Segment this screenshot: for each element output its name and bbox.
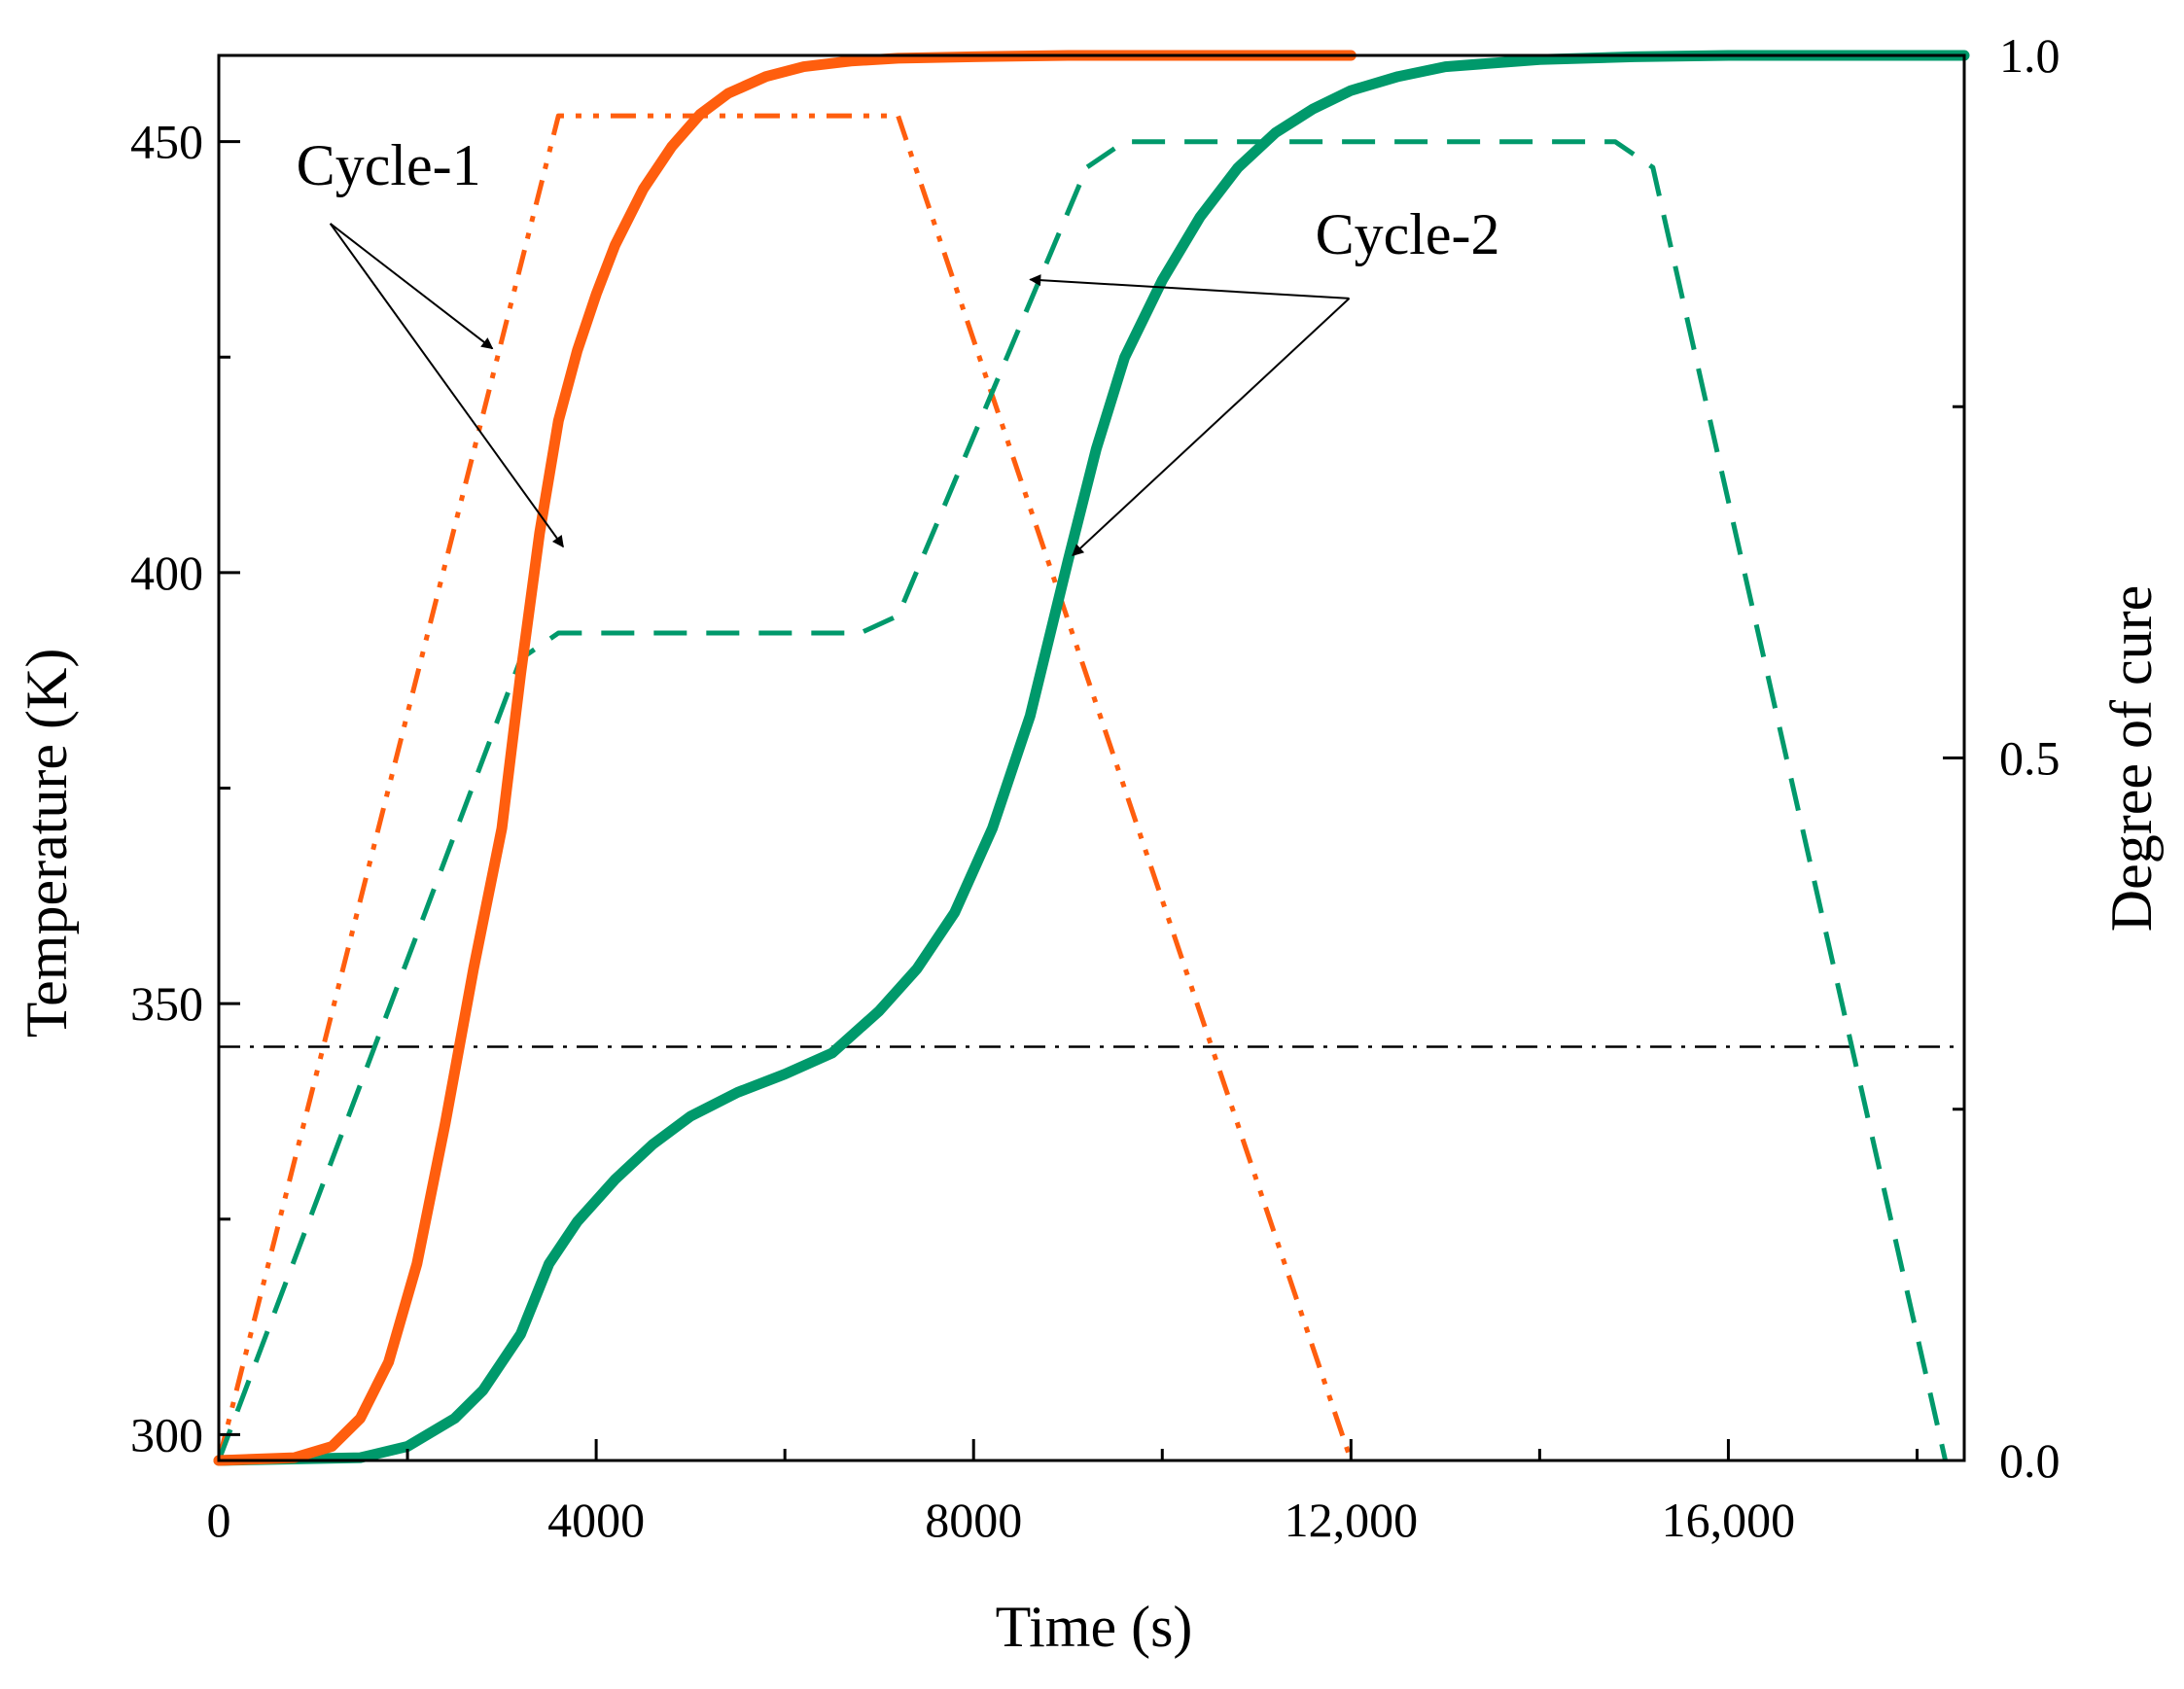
x-tick-label: 8000 [925,1493,1022,1547]
annotation-cycle-2: Cycle-2 [1316,202,1500,266]
y-tick-label: 350 [130,976,203,1031]
plot-frame [217,53,1966,1462]
y-tick-label: 400 [130,545,203,600]
x-tick-label: 4000 [547,1493,645,1547]
annotation-arrow [1072,298,1351,556]
x-axis-title: Time (s) [996,1595,1193,1659]
x-tick-label: 0 [207,1493,231,1547]
y2-tick-label: 1.0 [1999,28,2061,83]
y-axis-title: Temperature (K) [15,649,79,1038]
x-tick-label: 16,000 [1662,1493,1796,1547]
y2-tick-label: 0.0 [1999,1433,2061,1488]
annotation-arrow [329,223,564,548]
annotation-arrow [1029,274,1350,299]
series-line-1 [216,139,1949,1461]
y2-axis-title: Degree of cure [2099,585,2164,932]
series-line-3 [213,50,1356,1466]
tick-layer: 0 4000 8000 12,000 16,000 300 350 400 450 0.0 0.5 1… [130,28,2061,1547]
annotation-layer: Cycle-1 Cycle-2 [297,133,1500,556]
series-layer [213,50,1970,1466]
annotation-cycle-1: Cycle-1 [297,133,481,197]
x-tick-label: 12,000 [1285,1493,1419,1547]
y-tick-label: 300 [130,1407,203,1461]
annotation-arrow [330,223,494,350]
y2-tick-label: 0.5 [1999,731,2061,786]
series-line-0 [216,113,1354,1461]
series-line-4 [213,50,1970,1466]
y-tick-label: 450 [130,115,203,169]
